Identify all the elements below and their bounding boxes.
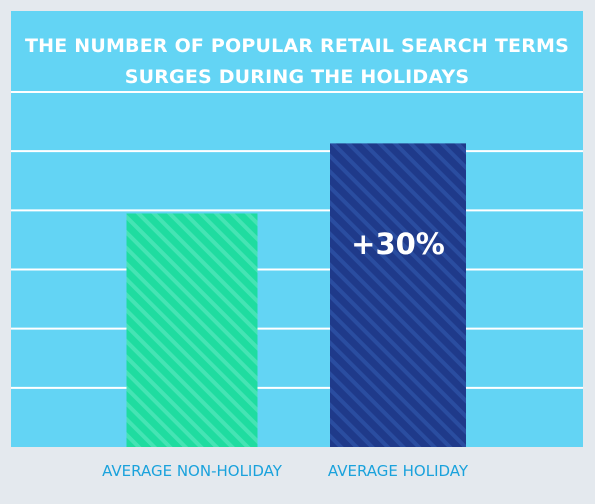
chart-title: THE NUMBER OF POPULAR RETAIL SEARCH TERM… bbox=[11, 31, 583, 93]
chart-title-line-1: THE NUMBER OF POPULAR RETAIL SEARCH TERM… bbox=[24, 35, 570, 57]
bar-holiday bbox=[330, 143, 466, 447]
chart-panel: THE NUMBER OF POPULAR RETAIL SEARCH TERM… bbox=[11, 11, 583, 447]
category-label: AVERAGE HOLIDAY bbox=[327, 462, 469, 480]
bar-non-holiday bbox=[126, 213, 258, 447]
bar-annotation: +30% bbox=[351, 227, 445, 261]
chart-title-line-2: SURGES DURING THE HOLIDAYS bbox=[124, 66, 470, 88]
category-label: AVERAGE NON-HOLIDAY bbox=[102, 462, 282, 480]
